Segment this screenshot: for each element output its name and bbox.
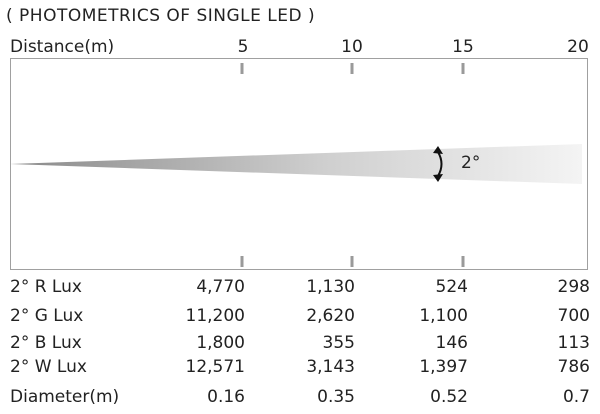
value-15m: 524 [435, 277, 468, 297]
table-row: 2° B Lux 1,800 355 146 113 [0, 333, 600, 357]
table-row: Diameter(m) 0.16 0.35 0.52 0.7 [0, 387, 600, 411]
value-15m: 1,100 [419, 306, 468, 326]
chart-title: ( PHOTOMETRICS OF SINGLE LED ) [6, 6, 316, 26]
value-5m: 4,770 [196, 277, 245, 297]
value-15m: 146 [435, 333, 468, 353]
value-10m: 1,130 [306, 277, 355, 297]
bottom-tick-15 [461, 256, 465, 267]
value-5m: 11,200 [185, 306, 245, 326]
row-label: Diameter(m) [10, 387, 120, 407]
distance-axis-label: Distance(m) [10, 37, 115, 57]
table-row: 2° R Lux 4,770 1,130 524 298 [0, 277, 600, 301]
value-20m: 0.7 [562, 387, 590, 407]
bottom-tick-10 [350, 256, 354, 267]
top-tick-15 [461, 63, 465, 74]
double-arrow-arc-icon [433, 146, 443, 182]
value-20m: 113 [557, 333, 590, 353]
table-row: 2° G Lux 11,200 2,620 1,100 700 [0, 306, 600, 330]
row-label: 2° B Lux [10, 333, 82, 353]
distance-label-5: 5 [237, 37, 249, 57]
bottom-tick-5 [240, 256, 244, 267]
value-20m: 700 [557, 306, 590, 326]
table-row: 2° W Lux 12,571 3,143 1,397 786 [0, 357, 600, 381]
row-label: 2° W Lux [10, 357, 87, 377]
row-label: 2° G Lux [10, 306, 84, 326]
value-15m: 0.52 [430, 387, 468, 407]
beam-cone [10, 144, 582, 184]
value-5m: 1,800 [196, 333, 245, 353]
top-tick-5 [240, 63, 244, 74]
row-label: 2° R Lux [10, 277, 82, 297]
beam-angle-label: 2° [461, 153, 481, 173]
value-15m: 1,397 [419, 357, 468, 377]
value-10m: 2,620 [306, 306, 355, 326]
value-10m: 0.35 [317, 387, 355, 407]
distance-label-10: 10 [341, 37, 363, 57]
value-10m: 3,143 [306, 357, 355, 377]
value-20m: 298 [557, 277, 590, 297]
distance-label-20: 20 [567, 37, 589, 57]
distance-label-15: 15 [452, 37, 474, 57]
top-tick-10 [350, 63, 354, 74]
value-5m: 12,571 [185, 357, 245, 377]
value-10m: 355 [322, 333, 355, 353]
value-20m: 786 [557, 357, 590, 377]
value-5m: 0.16 [207, 387, 245, 407]
